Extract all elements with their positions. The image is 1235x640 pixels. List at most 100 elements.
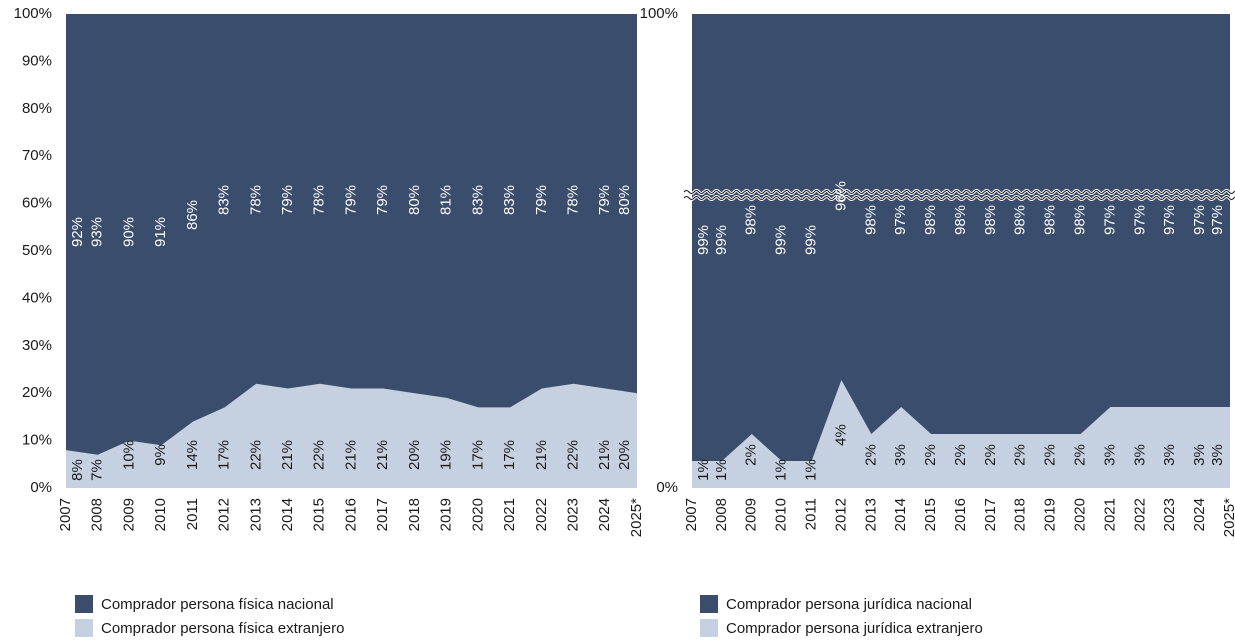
y-tick-label: 20%: [22, 384, 52, 401]
data-label-extranjero: 10%: [120, 440, 137, 470]
x-tick-label: 2012: [832, 498, 849, 531]
data-label-nacional: 93%: [89, 217, 106, 247]
x-tick-label: 2022: [533, 498, 550, 531]
x-tick-label: 2010: [152, 498, 169, 531]
legend-label: Comprador persona física nacional: [101, 595, 334, 613]
x-tick-label: 2007: [683, 498, 700, 531]
x-tick-label: 2013: [247, 498, 264, 531]
x-tick-label: 2016: [952, 498, 969, 531]
data-label-extranjero: 2%: [1012, 444, 1029, 466]
data-label-extranjero: 2%: [862, 444, 879, 466]
x-tick-label: 2021: [501, 498, 518, 531]
y-tick-label: 90%: [22, 52, 52, 69]
x-tick-label: 2025*: [1221, 498, 1235, 537]
data-label-extranjero: 19%: [438, 440, 455, 470]
data-label-nacional: 98%: [743, 205, 760, 235]
data-label-nacional: 79%: [533, 185, 550, 215]
data-label-nacional: 79%: [596, 185, 613, 215]
x-tick-label: 2011: [803, 498, 820, 530]
data-label-nacional: 97%: [1161, 205, 1178, 235]
data-label-nacional: 97%: [1209, 205, 1226, 235]
x-tick-label: 2015: [311, 498, 328, 531]
data-label-nacional: 81%: [438, 185, 455, 215]
data-label-nacional: 79%: [279, 185, 296, 215]
data-label-nacional: 99%: [713, 225, 730, 255]
data-label-nacional: 99%: [695, 225, 712, 255]
data-label-nacional: 83%: [216, 185, 233, 215]
data-label-nacional: 78%: [565, 185, 582, 215]
data-label-nacional: 78%: [247, 185, 264, 215]
y-tick-label: 0%: [656, 479, 678, 496]
x-tick-label: 2010: [773, 498, 790, 531]
data-label-extranjero: 2%: [952, 444, 969, 466]
x-tick-label: 2007: [57, 498, 74, 531]
legend-item-juridica-extranjero: Comprador persona jurídica extranjero: [700, 616, 983, 640]
data-label-extranjero: 20%: [406, 440, 423, 470]
data-label-nacional: 79%: [374, 185, 391, 215]
x-tick-label: 2016: [342, 498, 359, 531]
data-label-nacional: 97%: [1101, 205, 1118, 235]
x-tick-label: 2009: [743, 498, 760, 531]
data-label-extranjero: 3%: [1209, 444, 1226, 466]
data-label-nacional: 91%: [152, 217, 169, 247]
data-label-nacional: 98%: [922, 205, 939, 235]
data-label-extranjero: 17%: [216, 440, 233, 470]
data-label-nacional: 96%: [832, 181, 849, 211]
data-label-extranjero: 1%: [695, 459, 712, 481]
x-tick-label: 2013: [862, 498, 879, 531]
data-label-extranjero: 22%: [565, 440, 582, 470]
x-tick-label: 2014: [279, 498, 296, 531]
x-tick-label: 2012: [216, 498, 233, 531]
legend-item-fisica-nacional: Comprador persona física nacional: [75, 592, 344, 616]
x-tick-label: 2018: [1012, 498, 1029, 531]
x-tick-label: 2008: [89, 498, 106, 531]
data-label-extranjero: 4%: [832, 424, 849, 446]
legend-left: Comprador persona física nacional Compra…: [75, 592, 344, 640]
data-label-nacional: 98%: [862, 205, 879, 235]
axis-break: [682, 189, 1235, 201]
data-label-nacional: 98%: [1072, 205, 1089, 235]
data-label-extranjero: 2%: [1072, 444, 1089, 466]
data-label-nacional: 86%: [184, 200, 201, 230]
data-label-extranjero: 2%: [922, 444, 939, 466]
x-tick-label: 2008: [713, 498, 730, 531]
y-tick-label: 30%: [22, 337, 52, 354]
data-label-extranjero: 17%: [469, 440, 486, 470]
x-tick-label: 2017: [374, 498, 391, 531]
legend-item-fisica-extranjero: Comprador persona física extranjero: [75, 616, 344, 640]
data-label-nacional: 83%: [469, 185, 486, 215]
x-tick-label: 2017: [982, 498, 999, 531]
data-label-nacional: 78%: [311, 185, 328, 215]
x-tick-label: 2019: [438, 498, 455, 531]
data-label-extranjero: 21%: [279, 440, 296, 470]
data-label-extranjero: 20%: [616, 440, 633, 470]
y-tick-label: 10%: [22, 432, 52, 449]
legend-swatch-extranjero: [700, 619, 718, 637]
legend-label: Comprador persona jurídica extranjero: [726, 619, 983, 637]
x-tick-label: 2020: [469, 498, 486, 531]
legend-item-juridica-nacional: Comprador persona jurídica nacional: [700, 592, 983, 616]
x-tick-label: 2023: [565, 498, 582, 531]
data-label-nacional: 97%: [1191, 205, 1208, 235]
data-label-nacional: 80%: [616, 185, 633, 215]
legend-right: Comprador persona jurídica nacional Comp…: [700, 592, 983, 640]
area-extranjero: [66, 383, 637, 488]
data-label-nacional: 99%: [773, 225, 790, 255]
data-label-extranjero: 3%: [1161, 444, 1178, 466]
data-label-extranjero: 17%: [501, 440, 518, 470]
data-label-nacional: 97%: [892, 205, 909, 235]
x-tick-label: 2014: [892, 498, 909, 531]
legend-swatch-nacional: [700, 595, 718, 613]
y-tick-label: 40%: [22, 289, 52, 306]
y-tick-label: 70%: [22, 147, 52, 164]
data-label-nacional: 98%: [1012, 205, 1029, 235]
y-tick-label: 80%: [22, 100, 52, 117]
y-tick-label: 100%: [14, 5, 52, 22]
data-label-extranjero: 22%: [247, 440, 264, 470]
data-label-nacional: 90%: [120, 217, 137, 247]
data-label-extranjero: 3%: [1101, 444, 1118, 466]
data-label-nacional: 79%: [342, 185, 359, 215]
x-tick-label: 2015: [922, 498, 939, 531]
x-tick-label: 2009: [120, 498, 137, 531]
